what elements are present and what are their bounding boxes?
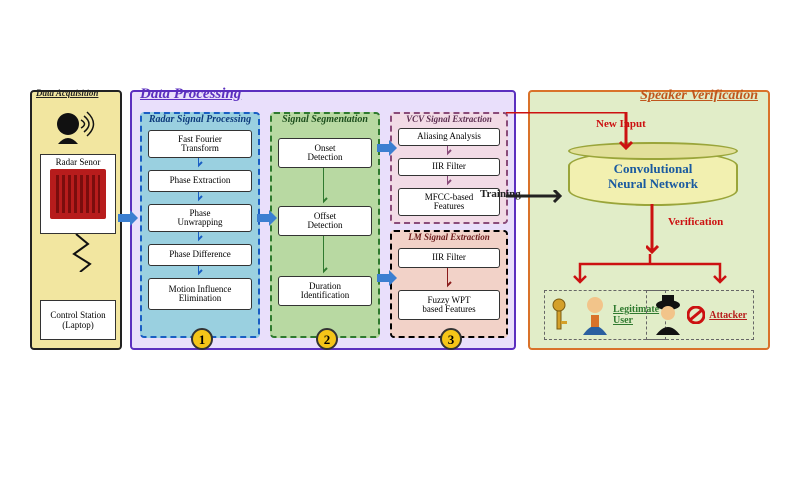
radar-board-icon [50,169,106,219]
arrow-training [506,190,570,204]
attacker-box: Attacker [646,290,754,340]
col3a-title: VCV Signal Extraction [392,114,506,124]
attacker-icon [653,295,683,335]
column-segmentation: Signal Segmentation OnsetDetection Offse… [270,112,380,338]
node-iir-lm: IIR Filter [398,248,500,268]
col3b-title: LM Signal Extraction [392,232,506,242]
speaker-head-icon [54,110,100,146]
label-verification: Verification [668,216,723,228]
arrow-split [570,254,730,290]
deny-icon [687,306,705,324]
cnn-label: Convolutional Neural Network [568,162,738,192]
column-radar-signal: Radar Signal Processing Fast FourierTran… [140,112,260,338]
node-aliasing: Aliasing Analysis [398,128,500,146]
arrow-col2-to-col3a [377,140,397,160]
col2-title: Signal Segmentation [272,114,378,125]
arrow-acq-to-proc [118,210,138,230]
badge-1: 1 [191,328,213,350]
section-acquisition: Data Acquisition Radar Senor Control Sta… [30,90,122,350]
node-onset: OnsetDetection [278,138,372,168]
processing-title: Data Processing [138,86,243,103]
control-sub: (Laptop) [41,320,115,330]
control-label: Control Station [41,310,115,320]
cnn-cylinder: Convolutional Neural Network [568,150,738,206]
diagram-canvas: Data Acquisition Radar Senor Control Sta… [30,90,770,370]
column-lm-extraction: LM Signal Extraction IIR Filter Fuzzy WP… [390,230,508,338]
badge-2: 2 [316,328,338,350]
node-fft: Fast FourierTransform [148,130,252,158]
arrow-new-input [506,112,636,158]
control-station-box: Control Station (Laptop) [40,300,116,340]
verification-title: Speaker Verification [638,88,760,104]
column-vcv-extraction: VCV Signal Extraction Aliasing Analysis … [390,112,508,224]
arrow-col2-to-col3b [377,270,397,290]
radar-sensor-box: Radar Senor [40,154,116,234]
acquisition-title: Data Acquisition [34,88,100,98]
legit-user-icon [581,295,609,335]
arrow-col1-to-col2 [257,210,277,230]
wire-icon [70,234,94,272]
key-icon [551,297,577,333]
badge-3: 3 [440,328,462,350]
section-processing: Data Processing Radar Signal Processing … [130,90,516,350]
radar-label: Radar Senor [41,157,115,167]
attacker-label: Attacker [709,310,747,321]
arrow-verification [646,204,660,260]
col1-title: Radar Signal Processing [142,114,258,125]
